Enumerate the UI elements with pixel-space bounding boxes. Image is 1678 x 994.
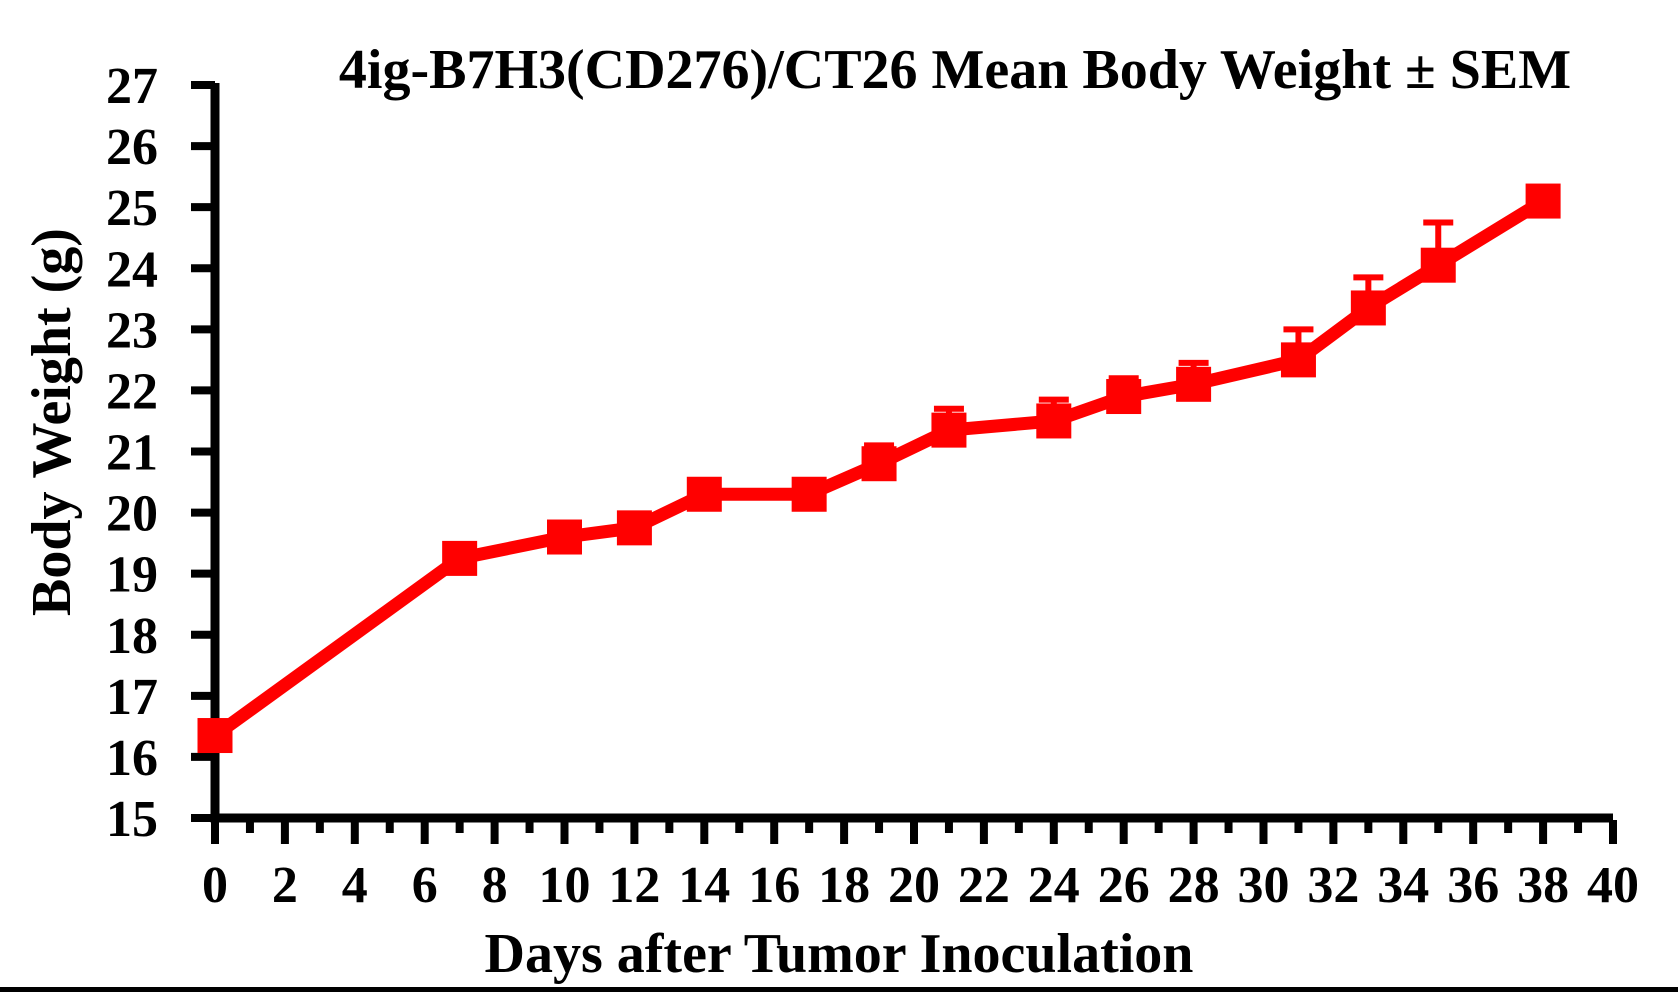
data-point-marker — [1106, 379, 1142, 415]
x-tick-label: 32 — [1307, 857, 1359, 914]
data-point-marker — [442, 540, 478, 576]
data-point-marker — [616, 510, 652, 546]
x-tick-label: 24 — [1028, 857, 1080, 914]
y-tick-label: 22 — [106, 363, 158, 420]
x-tick-label: 0 — [202, 857, 228, 914]
x-tick-label: 26 — [1098, 857, 1150, 914]
x-tick-label: 12 — [608, 857, 660, 914]
data-point-marker — [197, 718, 233, 754]
y-tick-label: 20 — [106, 486, 158, 543]
data-point-marker — [1176, 366, 1212, 402]
y-tick-label: 15 — [106, 791, 158, 848]
x-tick-label: 36 — [1447, 857, 1499, 914]
x-tick-label: 40 — [1587, 857, 1639, 914]
x-tick-label: 38 — [1517, 857, 1569, 914]
x-tick-label: 18 — [818, 857, 870, 914]
x-tick-label: 30 — [1238, 857, 1290, 914]
x-tick-label: 6 — [412, 857, 438, 914]
chart-title: 4ig-B7H3(CD276)/CT26 Mean Body Weight ± … — [338, 39, 1572, 101]
data-point-marker — [1036, 403, 1072, 439]
x-axis-title: Days after Tumor Inoculation — [484, 923, 1194, 985]
x-tick-label: 14 — [678, 857, 730, 914]
y-tick-label: 18 — [106, 608, 158, 665]
y-tick-label: 26 — [106, 119, 158, 176]
data-point-marker — [791, 476, 827, 512]
bottom-border — [0, 987, 1678, 992]
x-tick-label: 8 — [482, 857, 508, 914]
x-tick-label: 10 — [539, 857, 591, 914]
y-tick-label: 17 — [106, 669, 158, 726]
x-tick-label: 20 — [888, 857, 940, 914]
y-tick-label: 24 — [106, 241, 158, 298]
x-tick-label: 22 — [958, 857, 1010, 914]
y-tick-label: 16 — [106, 730, 158, 787]
data-point-marker — [686, 476, 722, 512]
y-tick-label: 27 — [106, 58, 158, 115]
y-tick-label: 21 — [106, 425, 158, 482]
y-tick-label: 25 — [106, 180, 158, 237]
y-tick-label: 19 — [106, 547, 158, 604]
x-tick-label: 16 — [748, 857, 800, 914]
x-tick-label: 4 — [342, 857, 368, 914]
data-point-marker — [1280, 342, 1316, 378]
data-point-marker — [861, 446, 897, 482]
data-point-marker — [1350, 290, 1386, 326]
x-tick-label: 2 — [272, 857, 298, 914]
data-point-marker — [1420, 247, 1456, 283]
data-point-marker — [1525, 183, 1561, 219]
y-tick-label: 23 — [106, 302, 158, 359]
data-point-marker — [931, 412, 967, 448]
data-point-marker — [547, 519, 582, 555]
x-tick-label: 28 — [1168, 857, 1220, 914]
x-tick-label: 34 — [1377, 857, 1429, 914]
